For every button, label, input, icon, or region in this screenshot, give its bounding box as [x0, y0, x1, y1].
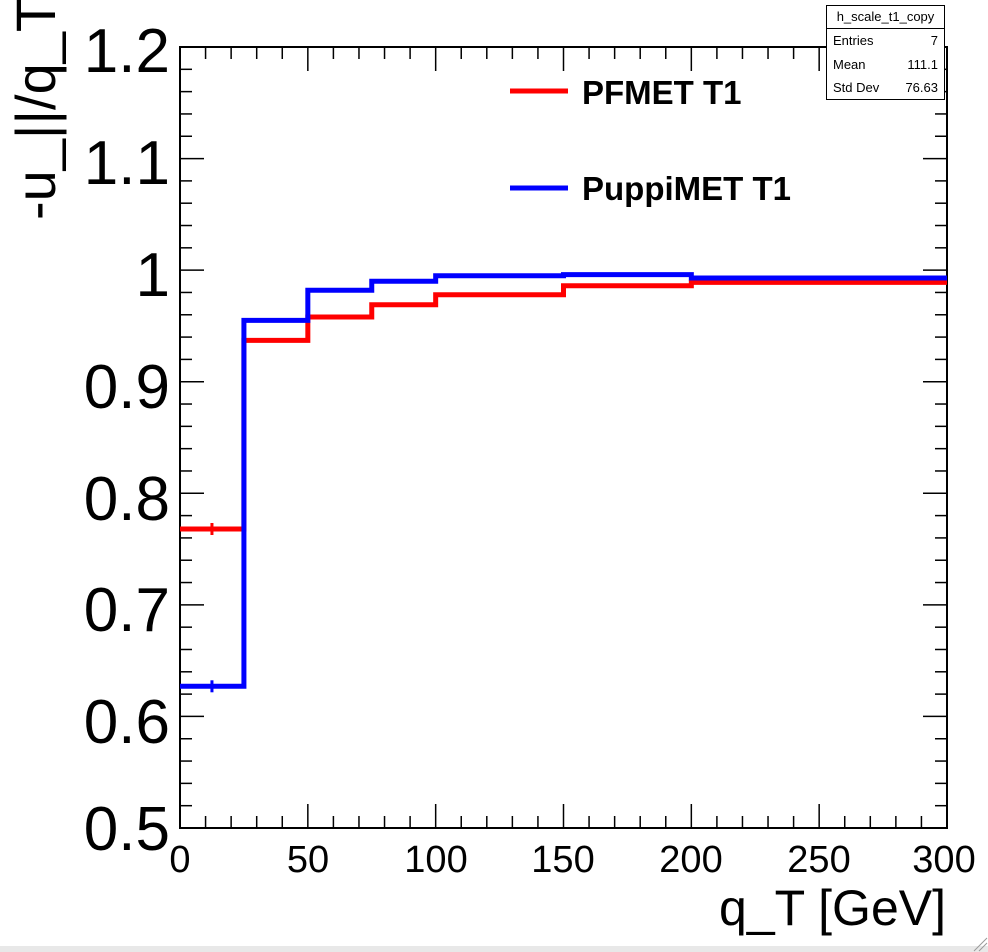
y-tick-label: 1 [136, 241, 170, 310]
x-tick-label: 300 [912, 839, 975, 881]
y-tick-label: 0.8 [84, 465, 170, 534]
plot-frame [179, 46, 948, 829]
stats-row-stddev: Std Dev 76.63 [827, 76, 944, 100]
y-tick-label: 0.5 [84, 795, 170, 864]
y-tick-label: 0.6 [84, 688, 170, 757]
y-tick-label: 1.2 [84, 17, 170, 86]
series-group [180, 272, 947, 693]
stats-value: 111.1 [907, 56, 938, 72]
stats-title: h_scale_t1_copy [827, 6, 944, 29]
stats-row-mean: Mean 111.1 [827, 53, 944, 77]
x-tick-label: 150 [531, 839, 594, 881]
y-tick-label: 1.1 [84, 129, 170, 198]
stats-value: 7 [930, 33, 938, 48]
y-tick-label: 0.7 [84, 576, 170, 645]
stats-label: Mean [833, 56, 866, 72]
axis-ticks [179, 46, 948, 829]
window-bottom-strip [0, 946, 988, 952]
x-tick-label: 0 [169, 839, 190, 881]
stats-box: h_scale_t1_copy Entries 7 Mean 111.1 Std… [826, 5, 945, 100]
stats-label: Std Dev [833, 80, 880, 95]
stats-label: Entries [833, 33, 874, 48]
x-axis-title: q_T [GeV] [719, 880, 946, 936]
x-tick-label: 50 [287, 839, 329, 881]
legend-label-pfmet: PFMET T1 [582, 74, 742, 111]
series-line-puppimet-t1 [180, 272, 947, 689]
legend: PFMET T1 PuppiMET T1 [510, 74, 791, 207]
x-tick-label: 100 [404, 839, 467, 881]
resize-grip-icon[interactable] [970, 934, 988, 952]
y-tick-label: 0.9 [84, 353, 170, 422]
series-line-pfmet-t1 [180, 279, 947, 532]
x-tick-label: 200 [659, 839, 722, 881]
y-axis-title: -u_||/q_T [4, 0, 67, 220]
y-tick-labels: 0.5 0.6 0.7 0.8 0.9 1 1.1 1.2 [84, 17, 170, 864]
stats-value: 76.63 [905, 80, 938, 95]
stats-row-entries: Entries 7 [827, 29, 944, 53]
legend-label-puppimet: PuppiMET T1 [582, 170, 791, 207]
x-tick-label: 250 [787, 839, 850, 881]
x-tick-labels: 0 50 100 150 200 250 300 [169, 839, 975, 881]
